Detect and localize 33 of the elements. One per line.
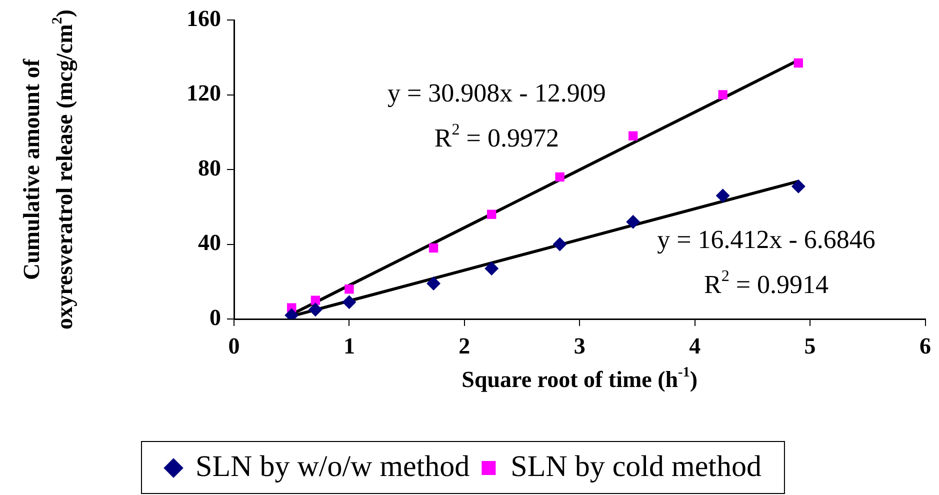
point (310, 296, 320, 305)
x-tick-label: 1 (343, 334, 355, 359)
point (344, 284, 354, 294)
y-tick-label: 120 (186, 80, 221, 106)
x-tick-label: 2 (458, 334, 470, 359)
point (487, 210, 496, 219)
legend-label: SLN by w/o/w method (196, 450, 470, 483)
annotation: y = 16.412x - 6.6846 (657, 225, 876, 254)
point (308, 302, 322, 317)
point (794, 58, 803, 68)
y-tick-label: 40 (198, 230, 221, 256)
point (342, 295, 356, 310)
point (552, 237, 567, 252)
point (718, 90, 728, 100)
point (628, 131, 638, 140)
point (484, 262, 499, 276)
x-tick-label: 5 (804, 334, 816, 359)
annotation: y = 30.908x - 12.909 (388, 78, 606, 108)
point (555, 172, 564, 182)
x-tick-label: 4 (689, 334, 702, 359)
y-axis-title: Cumulative amount of oxyresveratrol release (mcg/cm2) (18, 9, 78, 330)
y-tick-label: 160 (186, 6, 221, 31)
legend-label: SLN by cold method (510, 450, 762, 483)
y-tick-label: 80 (198, 155, 221, 180)
point (428, 243, 438, 253)
x-tick-label: 0 (228, 334, 240, 359)
point (791, 179, 806, 194)
point (716, 188, 730, 203)
x-tick-label: 6 (920, 334, 931, 359)
point (426, 276, 441, 290)
x-tick-label: 3 (574, 334, 586, 359)
point (626, 214, 640, 229)
y-tick-label: 0 (210, 304, 221, 330)
